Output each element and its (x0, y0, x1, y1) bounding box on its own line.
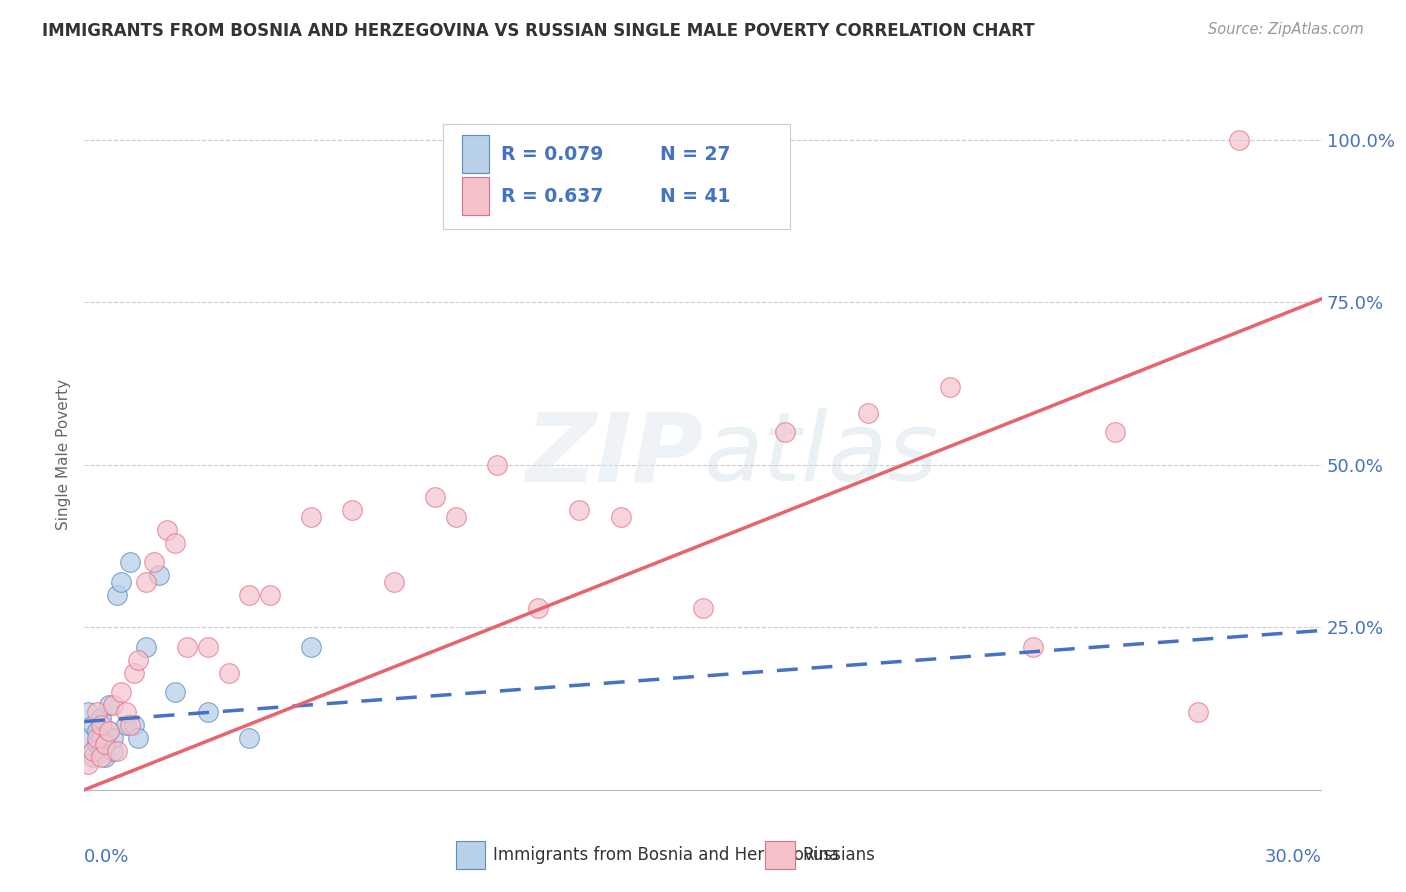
Point (114, 718, 136, 732)
Text: R = 0.079: R = 0.079 (502, 145, 603, 164)
Text: atlas: atlas (703, 409, 938, 501)
FancyBboxPatch shape (443, 124, 790, 229)
Point (114, 705, 136, 719)
Point (94, 737, 117, 751)
Point (86, 737, 108, 751)
Y-axis label: Single Male Poverty: Single Male Poverty (56, 379, 72, 531)
Point (485, 458, 508, 472)
FancyBboxPatch shape (456, 841, 485, 869)
Point (238, 731, 260, 745)
Point (939, 379, 962, 393)
Text: ZIP: ZIP (524, 409, 703, 501)
Point (127, 731, 149, 745)
Text: Immigrants from Bosnia and Herzegovina: Immigrants from Bosnia and Herzegovina (492, 846, 838, 864)
Point (90, 711, 112, 725)
Point (165, 685, 187, 699)
FancyBboxPatch shape (461, 177, 489, 215)
Point (156, 523, 179, 537)
Point (90, 718, 112, 732)
Point (1022, 640, 1045, 654)
Point (382, 574, 405, 589)
Point (143, 555, 166, 569)
Point (1227, 132, 1250, 146)
Point (259, 588, 281, 602)
Point (176, 640, 198, 654)
Text: Russians: Russians (801, 846, 875, 864)
Text: R = 0.637: R = 0.637 (502, 186, 603, 205)
Point (609, 509, 631, 524)
Point (118, 555, 141, 569)
Point (197, 705, 219, 719)
Point (110, 685, 132, 699)
Point (98, 698, 121, 713)
Point (527, 600, 550, 615)
Point (86, 705, 108, 719)
Point (98, 724, 121, 739)
Point (94, 750, 117, 764)
Text: 30.0%: 30.0% (1265, 848, 1322, 866)
Point (118, 718, 141, 732)
Point (122, 665, 145, 680)
Point (77, 705, 100, 719)
FancyBboxPatch shape (765, 841, 794, 869)
Point (77, 756, 100, 771)
Point (423, 490, 446, 504)
Point (105, 744, 128, 758)
Point (148, 568, 170, 582)
Point (122, 718, 145, 732)
Point (110, 574, 132, 589)
Point (197, 640, 219, 654)
Point (103, 698, 125, 713)
FancyBboxPatch shape (461, 136, 489, 173)
Point (127, 653, 149, 667)
Point (105, 588, 128, 602)
Point (82, 744, 104, 758)
Point (1104, 425, 1126, 439)
Point (218, 665, 240, 680)
Point (86, 724, 108, 739)
Point (299, 509, 322, 524)
Point (299, 640, 322, 654)
Point (238, 588, 260, 602)
Point (82, 750, 104, 764)
Point (103, 731, 125, 745)
Text: N = 27: N = 27 (659, 145, 730, 164)
Point (98, 724, 121, 739)
Point (692, 600, 714, 615)
Point (135, 574, 157, 589)
Point (165, 535, 187, 549)
Point (103, 744, 125, 758)
Point (77, 731, 100, 745)
Point (135, 640, 157, 654)
Point (90, 744, 112, 758)
Point (90, 750, 112, 764)
Point (856, 406, 879, 420)
Text: 0.0%: 0.0% (84, 848, 129, 866)
Point (1187, 705, 1209, 719)
Point (90, 731, 112, 745)
Point (82, 718, 104, 732)
Point (342, 503, 364, 517)
Point (568, 503, 591, 517)
Point (775, 425, 797, 439)
Text: N = 41: N = 41 (659, 186, 730, 205)
Text: IMMIGRANTS FROM BOSNIA AND HERZEGOVINA VS RUSSIAN SINGLE MALE POVERTY CORRELATIO: IMMIGRANTS FROM BOSNIA AND HERZEGOVINA V… (42, 22, 1035, 40)
Point (94, 737, 117, 751)
Point (444, 509, 467, 524)
Point (86, 731, 108, 745)
Text: Source: ZipAtlas.com: Source: ZipAtlas.com (1208, 22, 1364, 37)
